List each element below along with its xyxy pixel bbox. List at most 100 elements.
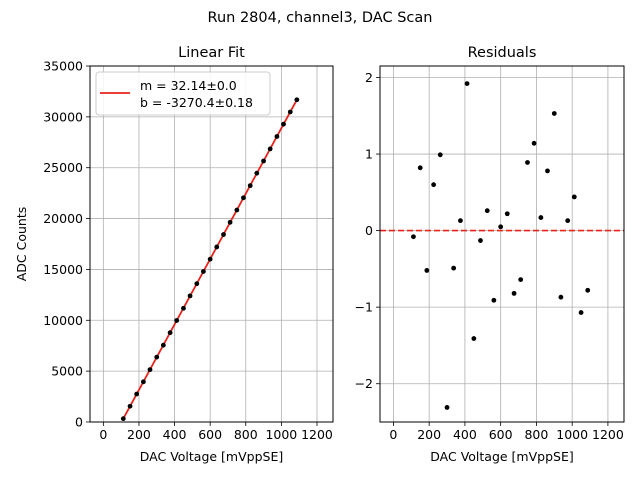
data-point <box>578 310 584 315</box>
data-point <box>261 158 266 164</box>
data-point <box>247 183 253 189</box>
y-tick-label: 20000 <box>43 211 83 226</box>
residuals-ticks: 0 200 400 600 800 1000 1200 −2 −1 0 1 2 <box>355 70 624 442</box>
y-tick-label: 15000 <box>43 262 83 277</box>
x-tick-label: 800 <box>234 427 258 442</box>
residuals-x-axis-label: DAC Voltage [mVppSE] <box>430 449 573 464</box>
linear-fit-x-axis-label: DAC Voltage [mVppSE] <box>140 449 283 464</box>
data-point <box>464 81 470 87</box>
linear-fit-legend: m = 32.14±0.0 b = -3270.4±0.18 <box>95 71 271 116</box>
data-point <box>181 305 186 311</box>
data-point <box>525 160 530 165</box>
data-point <box>207 256 213 262</box>
data-point <box>187 293 193 299</box>
data-point <box>451 265 457 271</box>
y-tick-label: −2 <box>355 376 373 391</box>
data-point <box>498 224 504 230</box>
data-point <box>551 111 557 116</box>
data-point <box>194 281 200 287</box>
data-point <box>437 152 443 158</box>
data-point <box>281 121 286 127</box>
x-tick-label: 1000 <box>556 427 588 442</box>
data-point <box>267 146 273 152</box>
y-tick-label: 30000 <box>43 109 83 124</box>
linear-fit-marks <box>120 97 300 422</box>
x-tick-label: 600 <box>489 427 513 442</box>
data-point <box>444 405 450 410</box>
y-tick-label: 25000 <box>43 160 83 175</box>
residuals-grid <box>380 66 624 422</box>
legend-box <box>95 71 271 116</box>
data-point <box>571 194 577 200</box>
data-point <box>234 207 240 213</box>
data-point <box>504 211 510 217</box>
linear-fit-grid <box>90 65 333 423</box>
residuals-axes-frame <box>379 65 625 423</box>
linear-fit-title: Linear Fit <box>178 45 245 61</box>
x-tick-label: 0 <box>389 427 397 442</box>
linear-fit-axes-frame <box>89 65 334 423</box>
data-point <box>478 238 483 243</box>
data-point <box>227 219 233 225</box>
data-point <box>294 97 300 103</box>
data-point <box>287 109 293 115</box>
data-point <box>565 218 571 224</box>
x-tick-label: 1200 <box>592 427 624 442</box>
data-point <box>160 342 166 348</box>
x-tick-label: 600 <box>198 427 222 442</box>
data-point <box>411 234 416 240</box>
x-tick-label: 1000 <box>265 427 297 442</box>
data-point <box>127 403 133 409</box>
residuals-panel: 0 200 400 600 800 1000 1200 −2 −1 0 1 2 Residuals D… <box>355 45 625 464</box>
linear-fit-panel: 0 200 400 600 800 1000 1200 0 5000 10000 15000 2000… <box>14 45 334 464</box>
y-tick-label: 0 <box>365 223 373 238</box>
legend-entry-slope: m = 32.14±0.0 <box>140 78 237 93</box>
data-point <box>174 318 180 323</box>
y-tick-label: 5000 <box>51 364 83 379</box>
data-point <box>585 287 591 293</box>
data-point <box>458 218 463 224</box>
y-tick-label: 0 <box>75 415 83 430</box>
y-tick-label: 1 <box>365 147 373 162</box>
data-point <box>417 165 423 171</box>
x-tick-label: 800 <box>524 427 548 442</box>
data-point <box>221 232 226 237</box>
data-point <box>511 290 517 296</box>
x-tick-label: 200 <box>127 427 151 442</box>
data-point <box>491 297 497 303</box>
x-tick-label: 400 <box>453 427 477 442</box>
legend-entry-intercept: b = -3270.4±0.18 <box>140 95 253 110</box>
y-tick-label: 2 <box>365 70 373 85</box>
data-point <box>154 354 160 360</box>
data-point <box>141 379 146 385</box>
data-point <box>538 215 544 220</box>
data-point <box>431 182 437 188</box>
x-tick-label: 0 <box>99 427 107 442</box>
x-tick-label: 1200 <box>301 427 333 442</box>
data-point <box>201 269 206 274</box>
x-tick-label: 200 <box>417 427 441 442</box>
linear-fit-y-axis-label: ADC Counts <box>14 207 29 282</box>
y-tick-label: 35000 <box>43 59 83 74</box>
data-point <box>241 195 246 201</box>
data-point <box>518 277 524 282</box>
figure-suptitle: Run 2804, channel3, DAC Scan <box>208 10 433 26</box>
y-tick-label: 10000 <box>43 313 83 328</box>
residuals-marks <box>380 81 624 410</box>
data-point <box>134 391 140 397</box>
data-point <box>484 208 490 214</box>
y-tick-label: −1 <box>355 300 373 315</box>
data-point <box>167 330 173 336</box>
data-point <box>558 294 564 300</box>
data-point <box>531 140 537 146</box>
data-point <box>471 336 477 341</box>
data-point <box>120 416 126 422</box>
data-point <box>147 367 153 373</box>
data-point <box>545 168 550 174</box>
data-point <box>274 134 280 139</box>
data-point <box>214 244 220 250</box>
residuals-title: Residuals <box>468 45 537 61</box>
data-point <box>254 170 260 176</box>
data-point <box>424 268 430 273</box>
